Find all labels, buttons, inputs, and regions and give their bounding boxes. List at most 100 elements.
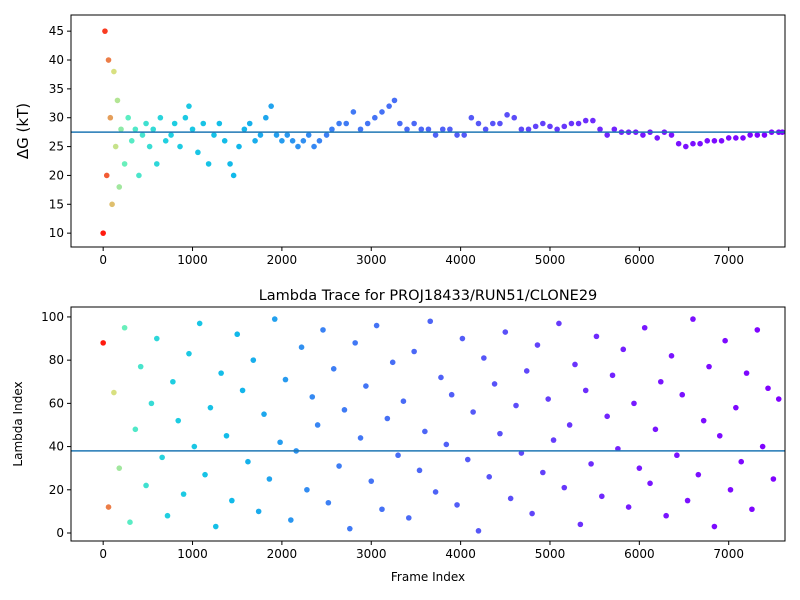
- y-tick-label: 20: [49, 168, 64, 182]
- data-point: [177, 143, 183, 150]
- data-point: [468, 114, 475, 121]
- y-tick-label: 40: [49, 440, 64, 454]
- data-point: [116, 184, 123, 190]
- data-point: [277, 439, 283, 446]
- data-point: [207, 404, 214, 411]
- data-point: [395, 452, 401, 459]
- data-point: [684, 497, 691, 504]
- data-point: [289, 138, 296, 144]
- data-point: [704, 138, 711, 144]
- data-point: [268, 103, 274, 109]
- data-point: [577, 521, 584, 528]
- data-point: [432, 489, 439, 495]
- data-point: [350, 109, 357, 115]
- data-point: [168, 132, 174, 138]
- data-point: [754, 132, 761, 138]
- data-point: [343, 120, 350, 127]
- data-point: [775, 396, 782, 402]
- data-point: [540, 120, 546, 127]
- data-point: [121, 324, 128, 331]
- data-point: [309, 394, 316, 400]
- data-point: [103, 172, 110, 179]
- data-point: [593, 333, 600, 340]
- data-point: [504, 112, 510, 118]
- x-tick-label: 1000: [177, 547, 208, 561]
- data-point: [273, 132, 280, 138]
- data-point: [690, 316, 696, 322]
- data-point: [765, 385, 771, 392]
- data-point: [195, 149, 201, 156]
- y-tick-label: 30: [49, 111, 64, 125]
- data-point: [139, 132, 146, 138]
- data-point: [761, 132, 768, 138]
- x-tick-label: 6000: [624, 253, 655, 267]
- data-point: [239, 387, 246, 394]
- chart-title: Lambda Trace for PROJ18433/RUN51/CLONE29: [259, 288, 598, 304]
- data-point: [470, 409, 476, 415]
- data-point: [357, 435, 364, 441]
- y-tick-label: 35: [49, 82, 64, 96]
- data-point: [588, 461, 594, 467]
- data-point: [722, 337, 728, 344]
- data-point: [725, 135, 732, 141]
- data-point: [566, 422, 573, 428]
- data-point: [245, 458, 251, 465]
- data-point: [534, 342, 541, 348]
- data-point: [368, 478, 375, 484]
- data-point: [547, 123, 553, 130]
- data-point: [221, 138, 228, 144]
- data-point: [641, 324, 648, 331]
- data-point: [727, 486, 734, 493]
- y-tick-label: 20: [49, 483, 64, 497]
- data-point: [609, 372, 616, 379]
- axes-frame: [70, 306, 786, 542]
- x-tick-label: 4000: [445, 253, 476, 267]
- data-point: [186, 103, 192, 109]
- data-point: [405, 515, 412, 521]
- data-point: [711, 138, 718, 144]
- data-point: [657, 378, 664, 385]
- data-point: [159, 454, 165, 461]
- data-point: [223, 432, 230, 439]
- data-point: [518, 450, 525, 456]
- data-point: [314, 422, 321, 428]
- data-point: [513, 402, 519, 409]
- y-tick-label: 10: [49, 226, 64, 240]
- data-point: [109, 201, 115, 208]
- data-point: [132, 426, 139, 433]
- data-point: [234, 331, 241, 338]
- x-tick-label: 0: [99, 253, 107, 267]
- data-point: [747, 132, 753, 138]
- data-point: [143, 120, 149, 127]
- data-point: [100, 230, 106, 236]
- data-point: [481, 355, 487, 361]
- y-tick-label: 45: [49, 24, 64, 38]
- data-point: [386, 103, 392, 109]
- data-point: [352, 340, 358, 346]
- data-point: [447, 126, 453, 133]
- data-point: [246, 120, 253, 127]
- x-tick-label: 0: [99, 547, 107, 561]
- data-point: [525, 126, 532, 133]
- y-tick-label: 40: [49, 53, 64, 67]
- data-point: [475, 528, 482, 534]
- data-point: [740, 135, 746, 141]
- x-tick-label: 2000: [267, 253, 298, 267]
- data-point: [105, 57, 112, 63]
- data-point: [175, 417, 182, 424]
- data-point: [572, 361, 578, 368]
- data-point: [227, 161, 233, 167]
- data-point: [170, 378, 176, 385]
- data-point: [532, 123, 539, 130]
- data-point: [733, 404, 739, 411]
- y-tick-label: 25: [49, 140, 64, 154]
- data-point: [329, 126, 335, 133]
- data-point: [182, 114, 189, 121]
- axes-frame: [70, 14, 786, 248]
- x-tick-label: 3000: [356, 547, 387, 561]
- data-point: [271, 316, 278, 322]
- data-point: [679, 391, 686, 398]
- data-point: [107, 114, 114, 121]
- data-point: [652, 426, 659, 433]
- data-point: [153, 335, 160, 342]
